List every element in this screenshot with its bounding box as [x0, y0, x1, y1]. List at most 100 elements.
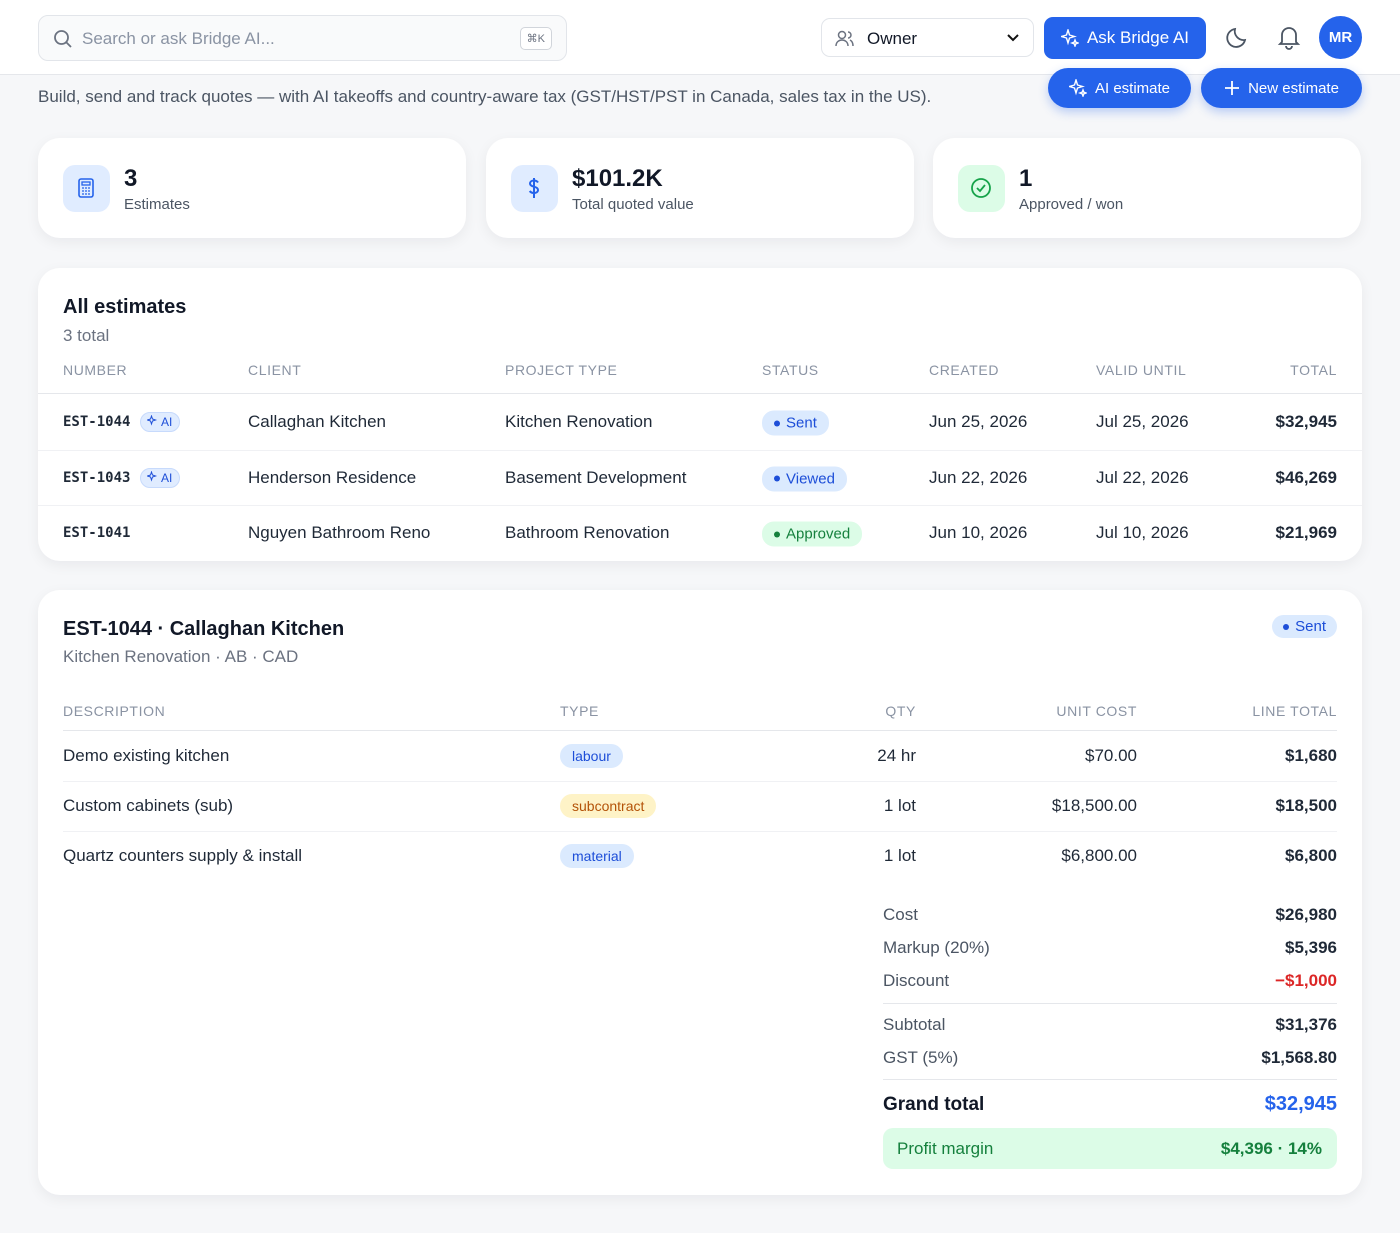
search-placeholder: Search or ask Bridge AI...: [82, 29, 275, 48]
new-estimate-button[interactable]: New estimate: [1201, 68, 1362, 108]
role-select[interactable]: Owner: [821, 18, 1034, 57]
column-header: CLIENT: [248, 362, 302, 378]
project-type: Bathroom Renovation: [505, 523, 670, 542]
search-box[interactable]: Search or ask Bridge AI... ⌘K: [38, 15, 567, 61]
profit-value: $4,396 · 14%: [1220, 1139, 1322, 1158]
created: Jun 25, 2026: [929, 412, 1028, 431]
stat-card: 3 Estimates: [38, 138, 466, 238]
status-pill: Sent: [1272, 615, 1337, 638]
ask-ai-label: Ask Bridge AI: [1086, 28, 1190, 47]
unit-cost: $70.00: [1085, 746, 1137, 765]
plus-icon: [1225, 81, 1240, 95]
profit-label: Profit margin: [897, 1139, 994, 1158]
chevron: [1007, 34, 1019, 42]
card-title: All estimates: [63, 296, 187, 318]
ai-badge-text: AI: [161, 470, 173, 485]
stat-icon: [63, 165, 110, 212]
status-dot: [774, 420, 780, 426]
stat-icon-glyph: [78, 178, 94, 198]
line-total: $1,680: [1285, 746, 1337, 765]
detail-title: EST-1044 · Callaghan Kitchen: [63, 618, 345, 640]
row-divider: [38, 449, 1362, 451]
page-subtitle: Build, send and track quotes — with AI t…: [38, 87, 932, 106]
new-estimate-label: New estimate: [1248, 79, 1339, 97]
summary-value: $1,568.80: [1261, 1048, 1337, 1067]
type-pill-text: material: [572, 848, 622, 864]
sparkle-icon: [145, 414, 158, 426]
avatar[interactable]: MR: [1319, 16, 1362, 59]
status-pill-text: Sent: [786, 414, 817, 432]
sparkle-icon: [1068, 79, 1087, 97]
client: Henderson Residence: [248, 467, 417, 487]
valid-until: Jul 25, 2026: [1096, 412, 1189, 431]
stat-label: Total quoted value: [572, 196, 694, 213]
ai-badge: AI: [140, 412, 181, 432]
description: Quartz counters supply & install: [63, 846, 303, 865]
type-pill-text: subcontract: [572, 798, 645, 814]
status-pill: Sent: [762, 410, 829, 436]
status-dot: [774, 475, 780, 482]
status-pill-text: Approved: [786, 525, 851, 543]
type-pill: material: [560, 844, 634, 868]
type-pill: subcontract: [560, 794, 657, 818]
notifications[interactable]: [1277, 25, 1301, 51]
unit-cost: $6,800.00: [1061, 846, 1137, 865]
row-divider: [38, 505, 1362, 506]
description: Custom cabinets (sub): [63, 796, 234, 815]
created: Jun 10, 2026: [929, 523, 1028, 542]
ai-estimate-button[interactable]: AI estimate: [1048, 68, 1191, 108]
profit-margin: Profit margin $4,396 · 14%: [883, 1128, 1337, 1169]
search-icon: [54, 30, 72, 48]
row-divider: [63, 831, 1337, 832]
total: $46,269: [1275, 467, 1337, 487]
divider: [883, 1079, 1337, 1080]
estimate-number: EST-1041: [63, 525, 131, 541]
stat-value: 3: [124, 165, 138, 192]
status-pill: Viewed: [762, 466, 847, 491]
column-header: PROJECT TYPE: [505, 362, 618, 378]
qty: 1 lot: [883, 796, 916, 815]
type-pill: labour: [560, 744, 623, 768]
column-header: LINE TOTAL: [1252, 703, 1337, 719]
client: Nguyen Bathroom Reno: [248, 523, 431, 542]
qty: 24 hr: [877, 746, 916, 765]
stat-label: Approved / won: [1019, 196, 1124, 213]
ai-badge: AI: [140, 467, 181, 488]
type-pill-text: labour: [572, 748, 611, 764]
status-dot: [774, 531, 780, 537]
stat-value: 1: [1019, 165, 1033, 192]
created: Jun 22, 2026: [929, 467, 1028, 487]
ai-badge-text: AI: [161, 415, 173, 429]
summary-value: $31,376: [1275, 1015, 1337, 1034]
stat-card: 1 Approved / won: [933, 138, 1361, 238]
grand-total-value: $32,945: [1264, 1093, 1337, 1115]
theme-toggle[interactable]: [1225, 26, 1249, 50]
summary-label: Subtotal: [883, 1015, 946, 1034]
status-pill-text: Viewed: [786, 470, 835, 487]
status-text: Sent: [1295, 618, 1326, 635]
summary-label: Markup (20%): [883, 938, 990, 957]
stat-label: Estimates: [124, 196, 190, 213]
project-type: Kitchen Renovation: [505, 412, 653, 431]
total: $21,969: [1275, 523, 1337, 542]
ai-estimate-label: AI estimate: [1094, 79, 1171, 97]
stat-icon-glyph: [528, 178, 540, 198]
column-header: QTY: [885, 703, 916, 719]
column-header: VALID UNTIL: [1096, 362, 1187, 378]
role-label: Owner: [867, 29, 918, 48]
divider: [883, 1003, 1337, 1004]
estimates-card: All estimates 3 total NUMBER CLIENT PROJEC…: [38, 268, 1362, 561]
column-header: TOTAL: [1290, 362, 1337, 378]
stat-icon-glyph: [971, 178, 991, 198]
estimate-number: EST-1043: [63, 469, 131, 486]
line-total: $6,800: [1285, 846, 1337, 865]
ask-ai-button[interactable]: Ask Bridge AI: [1044, 17, 1206, 59]
divider: [63, 730, 1337, 731]
valid-until: Jul 22, 2026: [1096, 467, 1189, 487]
detail-card: EST-1044 · Callaghan Kitchen Kitchen Ren…: [38, 590, 1362, 1195]
summary-label: Discount: [883, 971, 950, 990]
status-dot: [1283, 623, 1290, 630]
grand-total-label: Grand total: [883, 1094, 985, 1115]
